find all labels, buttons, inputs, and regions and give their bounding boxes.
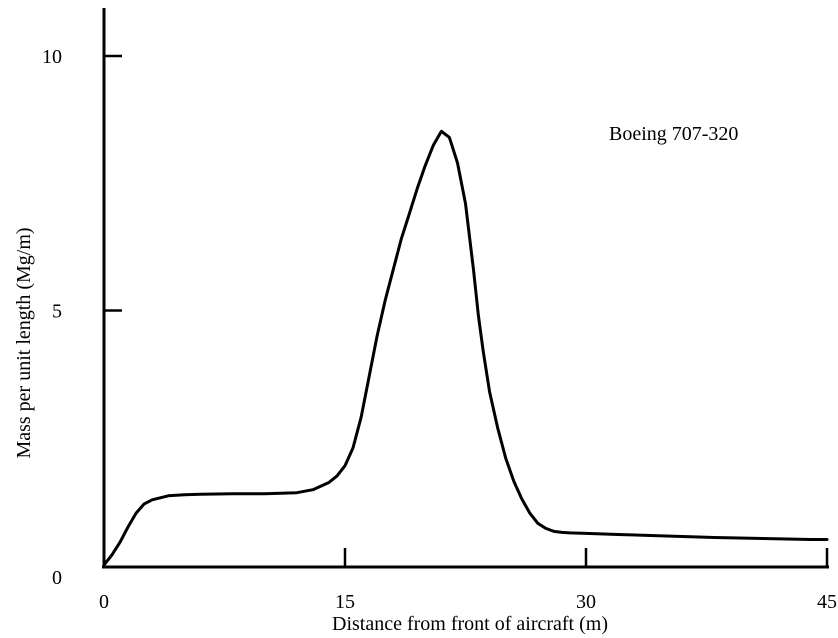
- y-tick-label: 5: [52, 301, 62, 323]
- x-tick-label: 15: [335, 591, 355, 613]
- data-line: [102, 129, 829, 567]
- x-axis-label: Distance from front of aircraft (m): [332, 613, 608, 635]
- tick-labels: 0 5 10 0 15 30 45: [42, 46, 837, 613]
- y-axis-label: Mass per unit length (Mg/m): [13, 227, 35, 458]
- series-layer: [102, 129, 829, 567]
- x-tick-label: 45: [817, 591, 837, 613]
- x-tick-label: 30: [576, 591, 596, 613]
- series-annotation: Boeing 707-320: [609, 123, 738, 145]
- axes: [102, 8, 829, 569]
- y-tick-label: 0: [52, 567, 62, 589]
- x-tick-label: 0: [99, 591, 109, 613]
- ticks: [104, 54, 829, 567]
- y-tick-label: 10: [42, 46, 62, 68]
